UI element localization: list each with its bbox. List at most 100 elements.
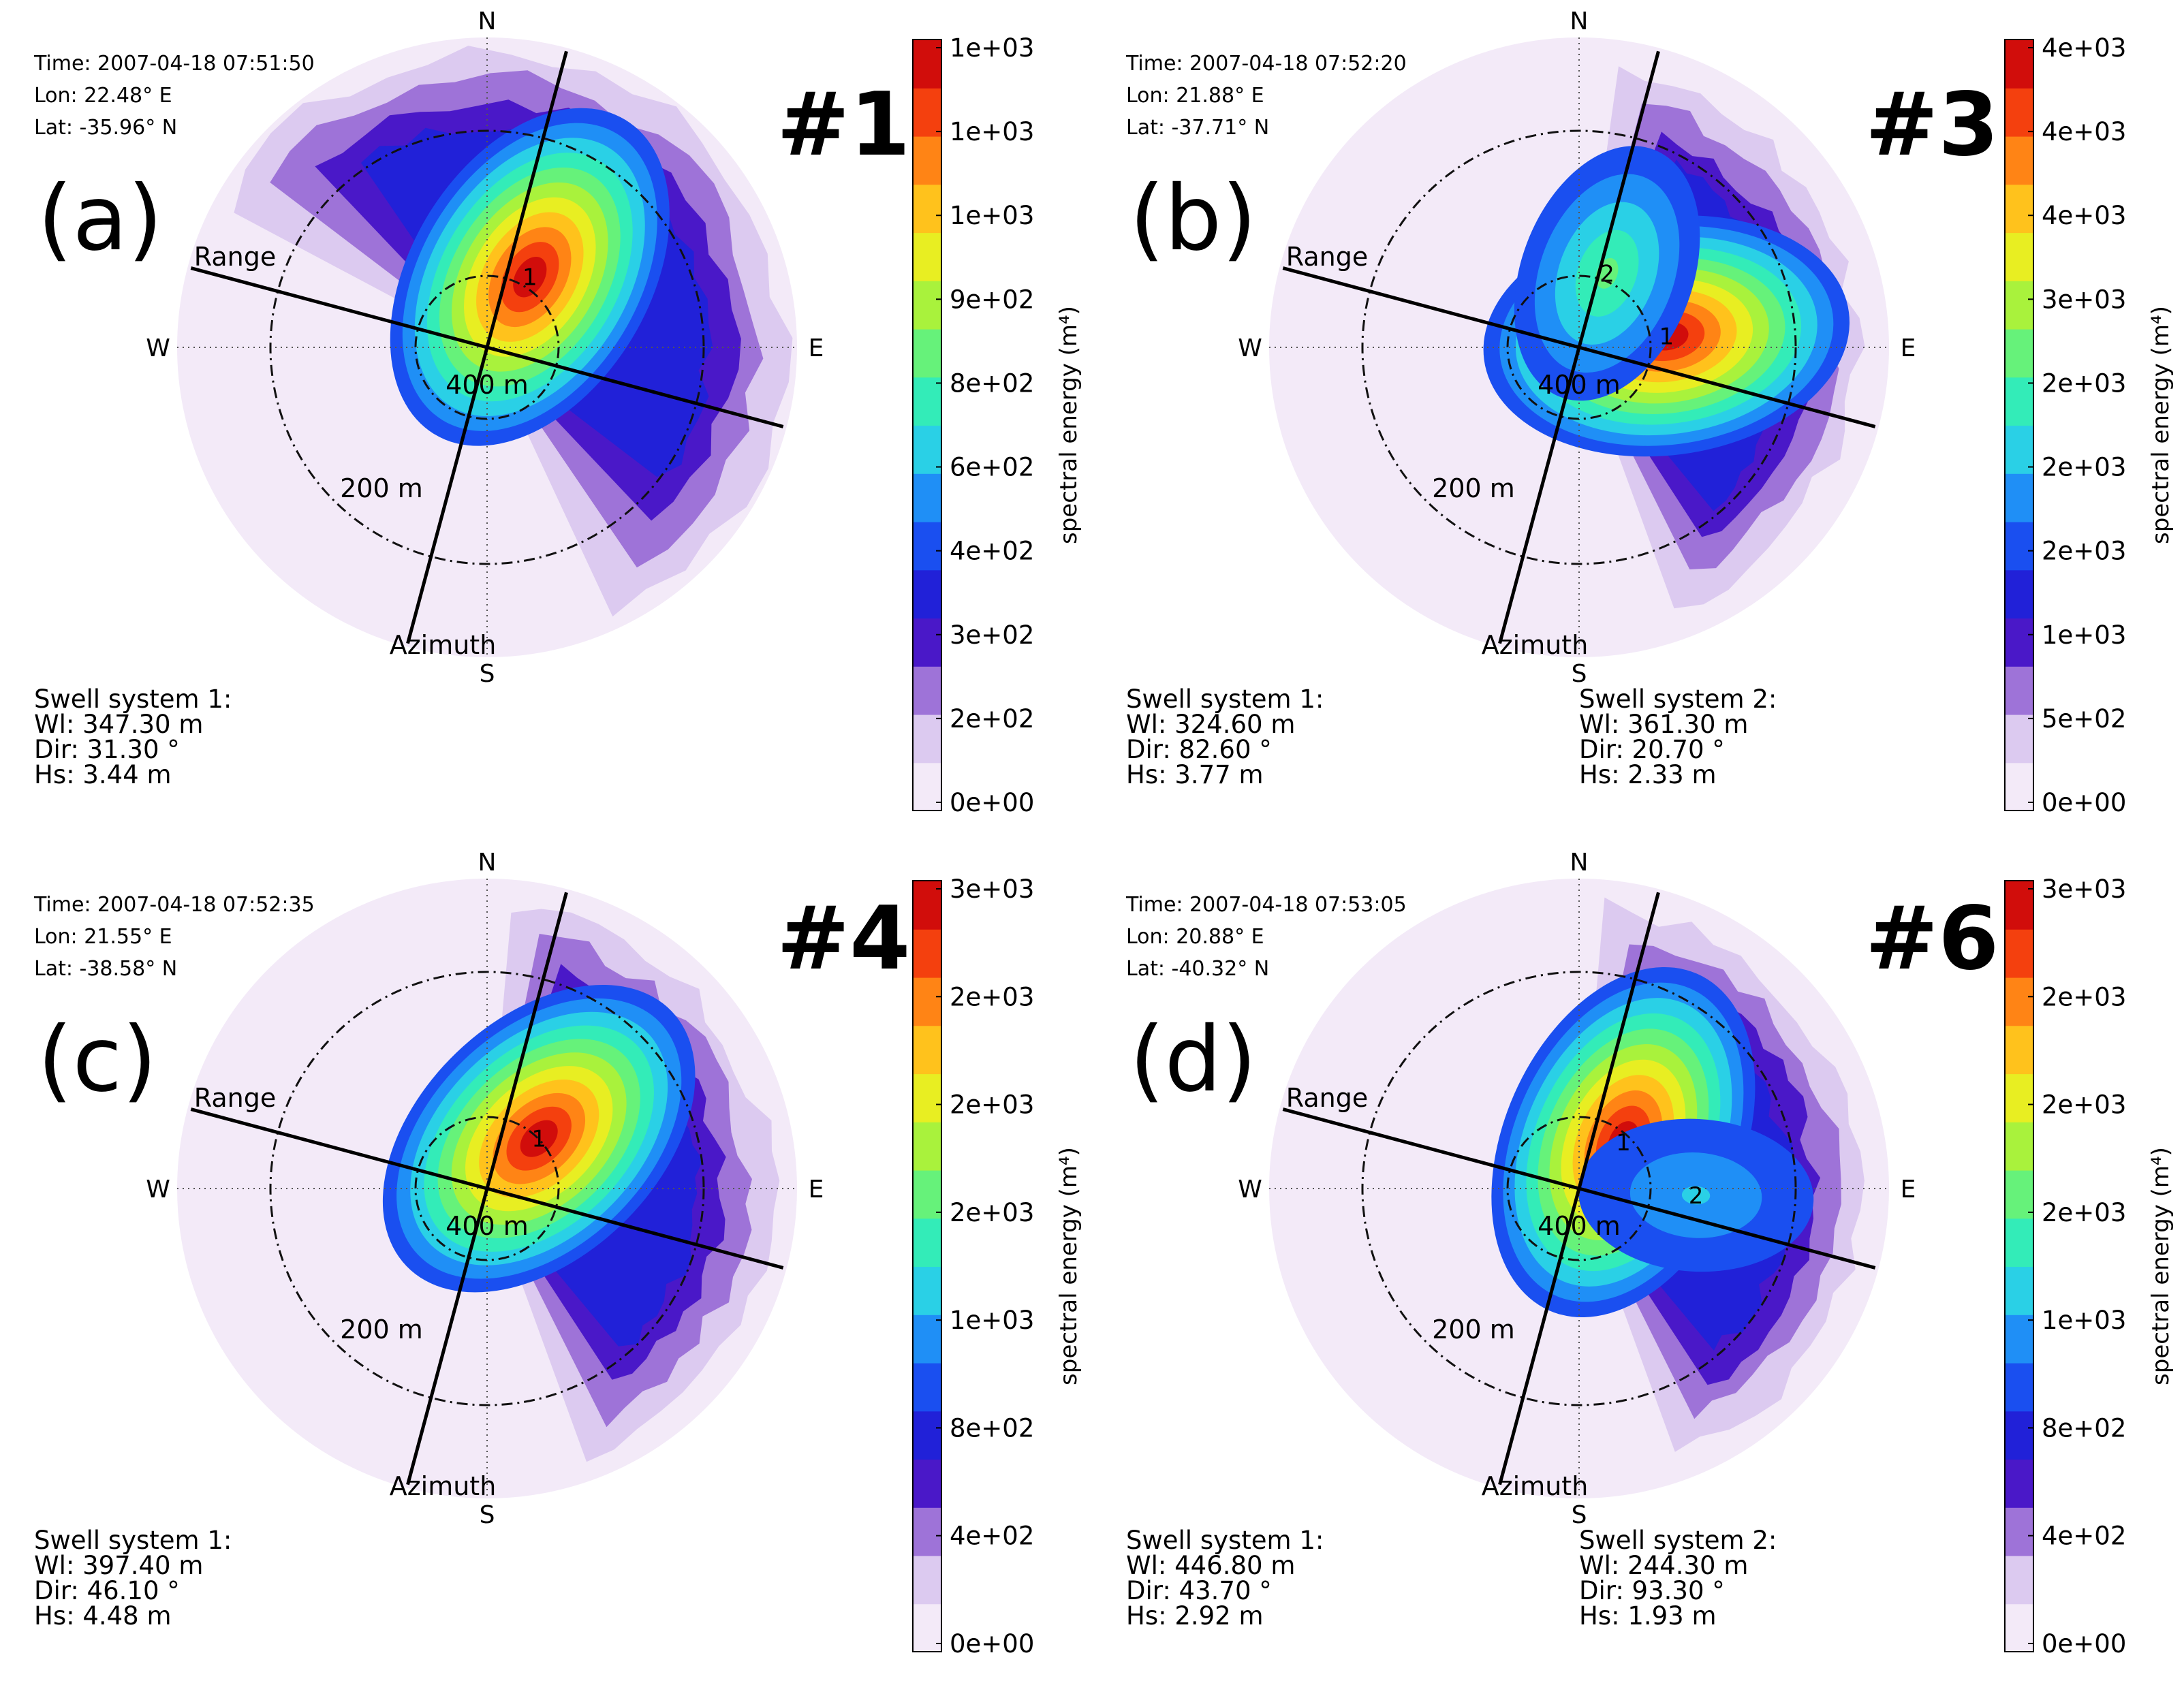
colorbar-segment-2 — [2005, 1507, 2033, 1556]
colorbar-segment-13 — [2005, 977, 2033, 1026]
ring-200m — [269, 129, 705, 565]
azimuth-axis-label: Azimuth — [1482, 630, 1589, 660]
panel-c: 1 N S E W Range Azimuth 400 m 200 m 3e+03 2e+03 2e+… — [0, 841, 1092, 1682]
ring-200m-label: 200 m — [1432, 473, 1515, 503]
colorbar-tick-label-4: 1e+03 — [950, 1306, 1034, 1335]
ring-200m-label: 200 m — [340, 1315, 423, 1344]
colorbar-tick-label-7: 0e+00 — [2042, 1629, 2126, 1658]
info-lon: Lon: 22.48° E — [34, 84, 172, 108]
colorbar-segment-4 — [913, 1411, 941, 1460]
ring-400m — [414, 1116, 560, 1261]
peak-1-contour-15 — [520, 1120, 558, 1157]
ring-200m — [269, 971, 705, 1406]
colorbar-tick-label-7: 0e+00 — [950, 1629, 1034, 1658]
colorbar-segment-7 — [913, 425, 941, 474]
colorbar-segment-9 — [2005, 1169, 2033, 1219]
colorbar-segment-2 — [913, 665, 941, 715]
colorbar-tick-label-5: 6e+02 — [950, 453, 1034, 482]
panel-label: (a) — [37, 166, 163, 271]
ring-200m — [1361, 129, 1797, 565]
colorbar-segment-14 — [2005, 928, 2033, 978]
energy-field — [382, 909, 780, 1462]
colorbar-segment-6 — [2005, 473, 2033, 522]
azimuth-axis-label: Azimuth — [390, 1471, 497, 1501]
swell-dir: Dir: 46.10 ° — [34, 1576, 180, 1605]
colorbar-segment-7 — [2005, 1266, 2033, 1315]
ring-200m — [1361, 971, 1797, 1406]
colorbar-frame — [2004, 880, 2034, 1652]
azimuth-axis-label: Azimuth — [390, 630, 497, 660]
swell-system-1: Swell system 1: Wl: 347.30 m Dir: 31.30 ° H… — [34, 687, 232, 787]
colorbar-tick-label-1: 1e+03 — [950, 117, 1034, 146]
colorbar: 4e+03 4e+03 4e+03 3e+03 2e+03 2e+03 2e+03 1e+03… — [2004, 33, 2174, 817]
colorbar-segment-2 — [913, 1507, 941, 1556]
colorbar-tick-label-5: 8e+02 — [950, 1413, 1034, 1443]
colorbar-tick-label-6: 2e+03 — [2042, 537, 2126, 566]
colorbar: 3e+03 2e+03 2e+03 2e+03 1e+03 8e+02 4e+02 0e+00… — [912, 875, 1082, 1658]
colorbar-segment-11 — [913, 1073, 941, 1122]
colorbar-segment-0 — [2005, 762, 2033, 812]
colorbar-segment-5 — [913, 521, 941, 571]
range-axis-line — [1282, 266, 1876, 428]
colorbar-tick-label-2: 4e+03 — [2042, 201, 2126, 230]
range-axis-label: Range — [194, 242, 276, 272]
position-info: Time: 2007-04-18 07:53:05 Lon: 20.88° E La… — [1126, 889, 1407, 985]
colorbar-segment-10 — [913, 280, 941, 330]
colorbar-tick-label-6: 4e+02 — [2042, 1522, 2126, 1551]
colorbar-segment-0 — [913, 1603, 941, 1653]
colorbar-segment-10 — [913, 1121, 941, 1171]
swell-title: Swell system 1: — [34, 685, 232, 714]
colorbar-segment-14 — [913, 87, 941, 137]
compass-west-label: W — [146, 1176, 170, 1204]
swell-hs: Hs: 1.93 m — [1579, 1601, 1717, 1631]
compass-south-label: S — [1572, 660, 1587, 688]
colorbar-tick-label-6: 4e+02 — [950, 537, 1034, 566]
compass-west-label: W — [1238, 1176, 1262, 1204]
compass-east-label: E — [809, 334, 824, 362]
ring-200m-label: 200 m — [1432, 1315, 1515, 1344]
colorbar-segment-1 — [913, 1555, 941, 1605]
panel-label: (d) — [1129, 1007, 1257, 1112]
colorbar-segment-9 — [913, 328, 941, 378]
position-info: Time: 2007-04-18 07:52:35 Lon: 21.55° E La… — [34, 889, 315, 985]
colorbar-segment-1 — [2005, 1555, 2033, 1605]
colorbar-tick-label-1: 2e+03 — [2042, 982, 2126, 1011]
colorbar-segment-7 — [913, 1266, 941, 1315]
compass-north-label: N — [478, 849, 497, 877]
swell-title: Swell system 1: — [1126, 685, 1324, 714]
colorbar-tick-label-5: 2e+03 — [2042, 453, 2126, 482]
colorbar: 3e+03 2e+03 2e+03 2e+03 1e+03 8e+02 4e+02 0e+00… — [2004, 875, 2174, 1658]
colorbar-segment-8 — [913, 1218, 941, 1268]
colorbar-segment-13 — [913, 136, 941, 185]
colorbar-tick-label-5: 8e+02 — [2042, 1413, 2126, 1443]
ring-400m — [414, 274, 560, 420]
colorbar-segment-13 — [2005, 136, 2033, 185]
track-tag: #1 — [777, 74, 911, 176]
colorbar-segment-6 — [2005, 1314, 2033, 1364]
colorbar-tick-label-6: 4e+02 — [950, 1522, 1034, 1551]
swell-dir: Dir: 20.70 ° — [1579, 735, 1725, 764]
colorbar-segment-15 — [2005, 881, 2033, 930]
colorbar-segment-4 — [2005, 569, 2033, 619]
colorbar-segment-5 — [2005, 521, 2033, 571]
swell-hs: Hs: 4.48 m — [34, 1601, 172, 1631]
colorbar-segment-4 — [2005, 1411, 2033, 1460]
colorbar-segment-0 — [913, 762, 941, 812]
compass-north-label: N — [1570, 849, 1589, 877]
position-info: Time: 2007-04-18 07:51:50 Lon: 22.48° E La… — [34, 48, 315, 144]
swell-hs: Hs: 3.77 m — [1126, 760, 1264, 789]
range-axis-label: Range — [1286, 242, 1368, 272]
colorbar-frame — [912, 39, 942, 811]
colorbar-segment-0 — [2005, 1603, 2033, 1653]
colorbar-title: spectral energy (m⁴) — [1055, 1147, 1082, 1385]
info-time: Time: 2007-04-18 07:51:50 — [34, 52, 315, 76]
colorbar-tick-label-8: 2e+02 — [950, 704, 1034, 734]
swell-hs: Hs: 3.44 m — [34, 760, 172, 789]
colorbar: 1e+03 1e+03 1e+03 9e+02 8e+02 6e+02 4e+02 3e+02… — [912, 33, 1082, 817]
compass-north-label: N — [478, 7, 497, 35]
ring-400m-label: 400 m — [446, 370, 529, 400]
panel-a: 1 N S E W Range Azimuth 400 m 200 m 1e+03 1e+03 1e+… — [0, 0, 1092, 841]
colorbar-segment-15 — [913, 881, 941, 930]
